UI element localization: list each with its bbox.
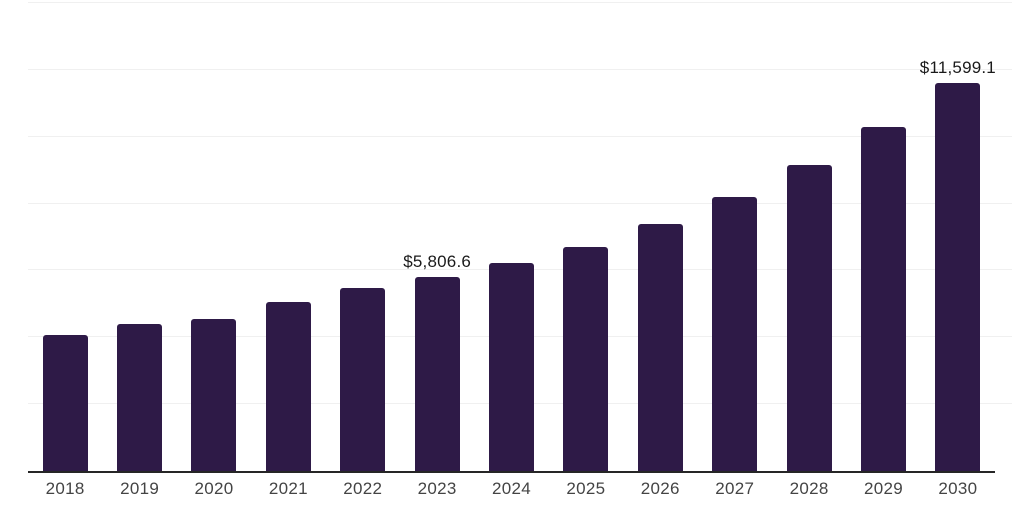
bar-slot-2023: $5,806.6 xyxy=(400,3,474,471)
x-tick-2022: 2022 xyxy=(343,479,383,498)
bar-2020[interactable] xyxy=(191,318,237,471)
x-axis-labels: 2018 2019 2020 2021 2022 2023 2024 2025 2026 2027… xyxy=(28,479,995,499)
bar-2030[interactable] xyxy=(935,83,981,471)
bar-2028[interactable] xyxy=(786,165,832,471)
bar-2018[interactable] xyxy=(42,334,88,471)
x-tick-2024: 2024 xyxy=(492,479,532,498)
x-tick-2018: 2018 xyxy=(45,479,85,498)
x-tick-2029: 2029 xyxy=(863,479,903,498)
gridline-14000 xyxy=(28,2,1012,3)
x-tick-2030: 2030 xyxy=(938,479,978,498)
x-tick-2025: 2025 xyxy=(566,479,606,498)
x-tick-2019: 2019 xyxy=(120,479,160,498)
bar-2024[interactable] xyxy=(489,263,535,471)
bar-2026[interactable] xyxy=(637,223,683,471)
plot-area: $5,806.6 $11,599.1 xyxy=(28,2,1012,473)
bars-row: $5,806.6 $11,599.1 xyxy=(28,3,996,471)
bar-2029[interactable] xyxy=(860,127,906,471)
x-tick-2020: 2020 xyxy=(194,479,234,498)
bar-2025[interactable] xyxy=(563,247,609,471)
bar-slot-2025 xyxy=(549,3,623,471)
bars-container: $5,806.6 $11,599.1 xyxy=(28,3,996,471)
data-label-2023: $5,806.6 xyxy=(403,251,472,271)
data-label-2030: $11,599.1 xyxy=(919,58,996,78)
bar-slot-2026 xyxy=(623,3,697,471)
x-tick-2028: 2028 xyxy=(789,479,829,498)
bar-slot-2019 xyxy=(102,3,176,471)
bar-slot-2020 xyxy=(177,3,251,471)
bar-2023[interactable] xyxy=(414,276,460,471)
bar-2022[interactable] xyxy=(340,287,386,471)
bar-slot-2024 xyxy=(474,3,548,471)
x-tick-2026: 2026 xyxy=(640,479,680,498)
gridline-8000 xyxy=(28,202,1012,204)
gridline-12000 xyxy=(28,68,1012,70)
x-tick-2027: 2027 xyxy=(715,479,755,498)
x-tick-2023: 2023 xyxy=(417,479,457,498)
gridline-10000 xyxy=(28,135,1012,137)
bar-slot-2021 xyxy=(251,3,325,471)
bar-2019[interactable] xyxy=(117,323,163,471)
bar-2027[interactable] xyxy=(712,197,758,471)
bar-slot-2030: $11,599.1 xyxy=(919,3,996,471)
bar-slot-2028 xyxy=(772,3,846,471)
bar-slot-2022 xyxy=(326,3,400,471)
bar-slot-2027 xyxy=(698,3,772,471)
x-tick-2021: 2021 xyxy=(268,479,308,498)
bar-2021[interactable] xyxy=(265,302,311,471)
bar-slot-2018 xyxy=(28,3,102,471)
bar-slot-2029 xyxy=(846,3,920,471)
